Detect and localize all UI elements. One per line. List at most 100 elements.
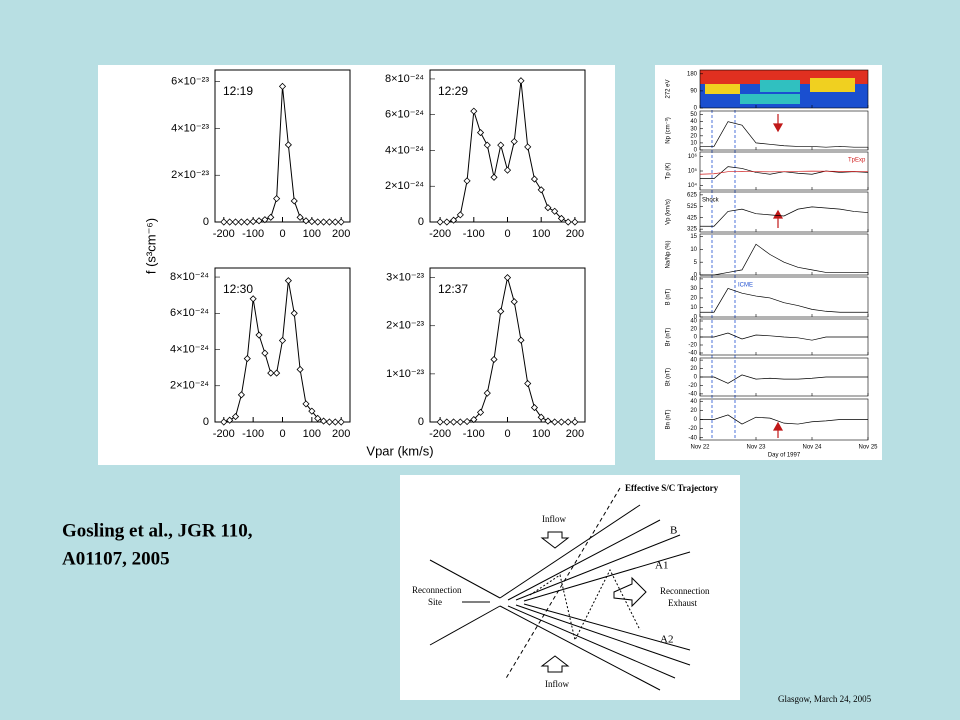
inflow-arrow [540, 655, 570, 673]
field-line [523, 603, 691, 651]
marker [537, 413, 545, 421]
marker [243, 218, 251, 226]
y-tick-label: 10⁵ [688, 168, 698, 175]
data-line [700, 121, 868, 148]
y-tick-label: 2×10⁻²³ [386, 320, 424, 332]
diagram-label: B [670, 525, 677, 537]
y-tick-label: 30 [690, 126, 697, 132]
y-tick-label: 8×10⁻²⁴ [170, 271, 209, 283]
diagram-lines [429, 487, 691, 691]
y-axis-label: 272 eV [666, 79, 672, 98]
y-tick-label: 20 [690, 296, 697, 302]
y-tick-label: 40 [690, 119, 697, 125]
marker [524, 379, 532, 388]
x-tick-label: 100 [532, 428, 550, 440]
marker [237, 391, 245, 399]
diagram-label: Reconnection [660, 586, 710, 596]
marker [436, 418, 444, 426]
diagram-label: Exhaust [668, 598, 697, 608]
marker [278, 336, 287, 345]
marker [320, 218, 328, 226]
data-line [700, 414, 868, 425]
marker [226, 416, 234, 424]
y-tick-label: 0 [418, 216, 424, 228]
marker [564, 218, 572, 226]
marker [456, 418, 464, 426]
marker [557, 214, 565, 222]
y-axis-label: Bn (nT) [666, 409, 672, 429]
marker [296, 213, 304, 221]
annotation: 12:30 [223, 282, 253, 296]
marker [551, 418, 559, 426]
diagram-label: Inflow [542, 514, 566, 524]
marker [530, 403, 539, 412]
x-tick-label: Nov 22 [690, 445, 710, 451]
marker [544, 204, 552, 212]
y-tick-label: -40 [688, 391, 697, 397]
y-tick-label: 1×10⁻²³ [386, 368, 424, 380]
marker [490, 355, 498, 364]
marker [497, 307, 505, 315]
marker [290, 309, 298, 317]
marker [463, 417, 471, 426]
marker [571, 418, 579, 426]
particle-path [529, 568, 641, 642]
y-tick-label: 3×10⁻²³ [386, 272, 424, 284]
x-tick-label: 200 [566, 228, 584, 240]
y-tick-label: 0 [418, 416, 424, 428]
y-tick-label: 10⁶ [688, 153, 698, 160]
field-line [499, 504, 641, 599]
field-line [507, 519, 661, 601]
marker [490, 173, 498, 181]
marker [331, 218, 339, 226]
annotation: 12:37 [438, 282, 468, 296]
y-axis-label: f (s³cm⁻⁶) [143, 218, 158, 274]
series-label: TpExp [848, 158, 866, 164]
data-line [700, 206, 869, 227]
y-tick-label: 525 [687, 204, 698, 210]
marker [503, 166, 512, 174]
diagram-label: Site [428, 597, 442, 607]
marker [510, 137, 518, 146]
field-line [429, 605, 501, 646]
marker [255, 331, 263, 339]
spectrogram-cell [810, 78, 855, 92]
distribution-figure [98, 65, 615, 465]
field-line [515, 604, 691, 666]
diagram-label: Effective S/C Trajectory [625, 483, 719, 493]
y-tick-label: 8×10⁻²⁴ [385, 73, 424, 85]
field-line [429, 559, 501, 599]
marker [273, 369, 281, 377]
marker [331, 418, 339, 426]
x-axis-label: Vpar (km/s) [366, 443, 433, 458]
marker [296, 365, 304, 374]
marker [551, 207, 559, 215]
y-tick-label: 325 [687, 227, 698, 233]
y-tick-label: 6×10⁻²⁴ [170, 307, 209, 319]
marker [476, 129, 485, 137]
y-tick-label: 0 [694, 106, 698, 112]
y-tick-label: 4×10⁻²⁴ [385, 144, 424, 156]
y-tick-label: 20 [690, 366, 697, 372]
y-tick-label: 20 [690, 327, 697, 333]
marker [537, 186, 545, 194]
y-tick-label: 0 [694, 148, 698, 154]
y-tick-label: 2×10⁻²³ [171, 169, 209, 181]
timeseries-figure [655, 65, 882, 460]
marker [237, 218, 245, 226]
y-axis-label: Na/Np (%) [666, 240, 672, 268]
y-tick-label: 40 [690, 399, 697, 405]
marker [308, 217, 316, 226]
x-tick-label: 100 [532, 228, 550, 240]
x-tick-label: -200 [429, 228, 451, 240]
plot-frame [699, 191, 869, 233]
trajectory [504, 487, 621, 681]
marker [544, 417, 552, 425]
y-tick-label: 30 [690, 286, 697, 292]
x-tick-label: Nov 25 [858, 445, 878, 451]
data-line [700, 288, 868, 313]
y-tick-label: 625 [687, 192, 698, 198]
x-tick-label: 0 [279, 228, 285, 240]
citation: A01107, 2005 [62, 548, 170, 569]
exhaust-arrow [613, 576, 647, 608]
